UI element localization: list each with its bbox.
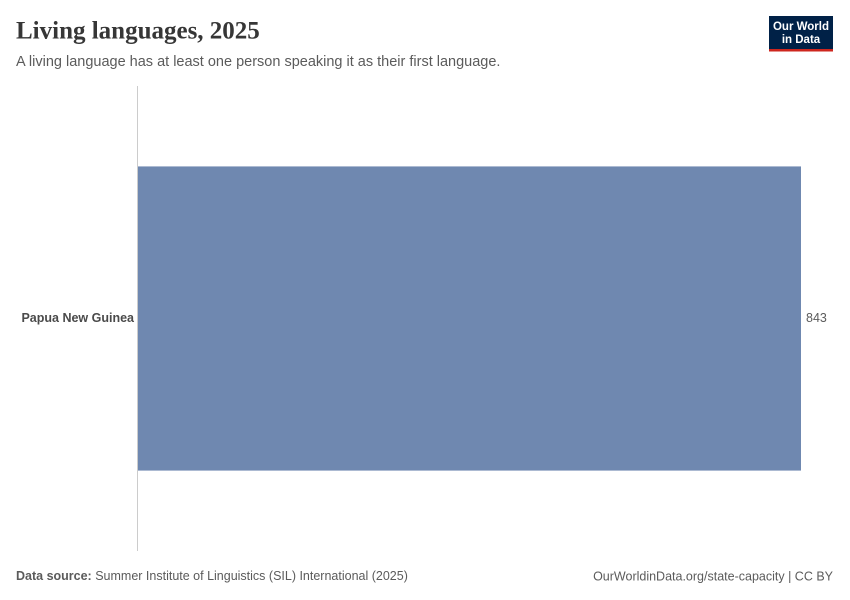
bar xyxy=(138,166,801,471)
logo-box[interactable] xyxy=(769,16,833,51)
logo-underline xyxy=(769,49,833,52)
source: Data source: Summer Institute of Linguis… xyxy=(16,569,408,583)
value-label: 843 xyxy=(806,311,827,325)
chart-subtitle: A living language has at least one perso… xyxy=(16,54,500,70)
chart-title: Living languages, 2025 xyxy=(16,18,260,45)
source-label: Data source: xyxy=(16,569,92,583)
footer-link[interactable]: OurWorldinData.org/state-capacity | CC B… xyxy=(593,569,834,583)
logo-text: in Data xyxy=(782,34,821,46)
logo-text: Our World xyxy=(773,21,829,33)
source-text: Summer Institute of Linguistics (SIL) In… xyxy=(95,569,408,583)
category-label: Papua New Guinea xyxy=(21,311,135,325)
